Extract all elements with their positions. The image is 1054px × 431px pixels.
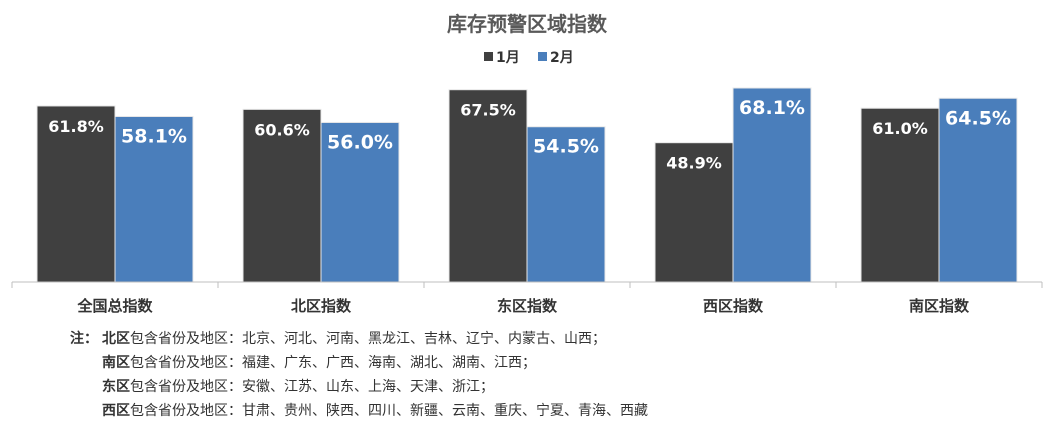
data-label: 61.0% [872,119,928,138]
data-label: 58.1% [121,125,187,147]
data-label: 61.8% [48,117,104,136]
bar-series-1 [242,108,322,283]
data-label: 56.0% [327,131,393,153]
data-label: 64.5% [945,107,1011,129]
bar-series-2 [938,97,1018,283]
x-tick-label: 西区指数 [703,297,764,315]
bar-series-2 [320,121,400,283]
bar-series-1 [448,89,528,283]
legend-label-series-1: 1月 [496,50,520,66]
bar-series-2 [526,126,606,283]
data-label: 60.6% [254,120,310,139]
note-text: 包含省份及地区：安徽、江苏、山东、上海、天津、浙江； [130,379,494,395]
data-label: 54.5% [533,136,599,158]
note-region: 西区 [102,403,130,419]
note-line: 东区包含省份及地区：安徽、江苏、山东、上海、天津、浙江； [70,375,1030,399]
legend-swatch-series-1 [484,52,493,61]
data-label: 68.1% [739,97,805,119]
data-label: 48.9% [666,154,722,173]
x-tick-label: 全国总指数 [76,297,153,315]
note-text: 包含省份及地区：福建、广东、广西、海南、湖北、湖南、江西； [130,355,536,371]
x-axis: 全国总指数 北区指数 东区指数 西区指数 南区指数 [11,281,1043,315]
note-line: 南区包含省份及地区：福建、广东、广西、海南、湖北、湖南、江西； [70,351,1030,375]
note-prefix: 注： [70,331,98,347]
legend: 1月 2月 [484,50,574,66]
note-line: 西区包含省份及地区：甘肃、贵州、陕西、四川、新疆、云南、重庆、宁夏、青海、西藏 [70,399,1030,423]
chart-title: 库存预警区域指数 [447,12,608,36]
legend-label-series-2: 2月 [550,50,574,66]
note-region: 南区 [102,355,130,371]
data-label: 67.5% [460,101,516,120]
note-text: 包含省份及地区：甘肃、贵州、陕西、四川、新疆、云南、重庆、宁夏、青海、西藏 [130,403,648,419]
legend-swatch-series-2 [538,52,547,61]
bar-chart: 库存预警区域指数 1月 2月 61.8% 58.1% 60.6% 56.0% 67.5%… [11,12,1043,315]
x-tick-label: 北区指数 [291,297,352,315]
bar-series-1 [36,105,116,283]
notes-block: 注： 北区包含省份及地区：北京、河北、河南、黑龙江、吉林、辽宁、内蒙古、山西； 南… [70,327,1030,423]
x-tick-label: 东区指数 [497,297,558,315]
bar-series-2 [114,115,194,283]
bars-group: 61.8% 58.1% 60.6% 56.0% 67.5% 54.5% 48.9% 68.1%… [36,87,1018,283]
note-region: 东区 [102,379,130,395]
note-line: 注： 北区包含省份及地区：北京、河北、河南、黑龙江、吉林、辽宁、内蒙古、山西； [70,327,1030,351]
note-region: 北区 [102,331,130,347]
note-text: 包含省份及地区：北京、河北、河南、黑龙江、吉林、辽宁、内蒙古、山西； [130,331,606,347]
x-tick-label: 南区指数 [909,297,970,315]
bar-series-2 [732,87,812,283]
